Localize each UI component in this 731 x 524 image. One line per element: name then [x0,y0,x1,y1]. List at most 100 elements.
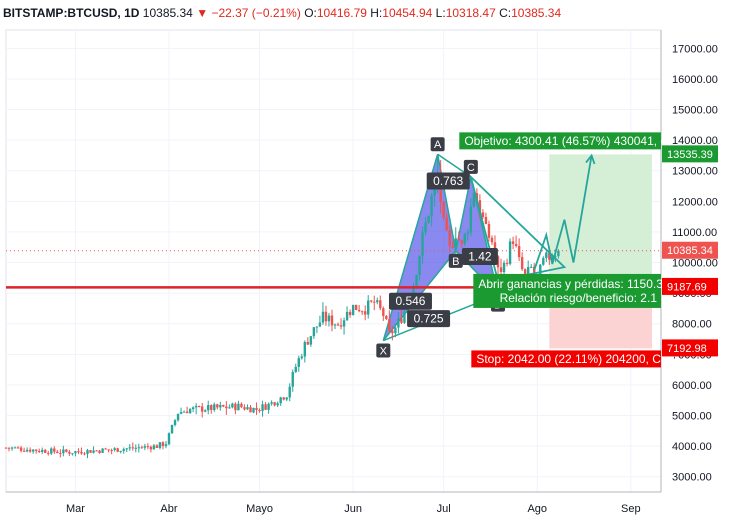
candle-body [116,448,119,452]
candle-body [306,342,310,345]
candle-body [231,403,234,408]
candle-body [442,201,445,218]
candle-body [418,256,421,276]
candle-body [95,450,98,452]
candle-body [164,444,168,447]
candle-body [291,371,294,387]
candle-body [523,269,527,275]
y-tick-label: 16000.00 [672,74,718,86]
candle-body [161,442,165,447]
candle-body [200,406,204,412]
candle-body [297,358,300,367]
target-box-text: Objetivo: 4300.41 (46.57%) 430041, ca [464,134,673,148]
candle-body [463,233,467,244]
candle-body [533,266,536,275]
candle-body [376,300,379,303]
candle-body [430,195,433,217]
badge-current-price: 10385.34 [667,245,713,257]
chart-header: BITSTAMP:BTCUSD, 1D 10385.34 ▼ −22.37 (−… [3,6,561,20]
y-tick-label: 6000.00 [672,380,712,392]
y-tick-label: 10000.00 [672,258,718,270]
candle-body [330,315,334,326]
candle-body [264,404,267,410]
candle-body [237,403,240,411]
x-tick-label: Ago [527,503,547,515]
projection-path [533,155,593,271]
candle-body [98,450,101,453]
candle-body [499,267,503,273]
candle-body [167,433,171,445]
candle-body [92,450,95,453]
candle-body [243,407,246,410]
candle-body [400,318,403,323]
candle-body [545,252,548,259]
candle-body [179,412,183,414]
position-zones [549,154,652,349]
y-tick-label: 3000.00 [672,472,712,484]
candle-body [324,311,328,322]
target-box-text-bg [459,132,661,150]
candle-body [152,445,156,450]
candle-body [321,311,325,323]
pattern-point-a: A [434,139,442,151]
candle-body [427,216,430,223]
badge-target-price-bg [662,145,718,163]
close-label: C: [499,6,512,20]
candle-body [210,405,213,410]
candle-body [403,311,406,323]
candle-body [466,232,470,234]
last-price: 10385.34 [142,6,193,20]
candle-body [421,232,424,257]
candle-body [38,450,41,452]
candle-body [22,450,26,452]
candle-body [107,449,110,451]
candle-body [348,311,352,315]
candle-body [110,450,113,452]
candle-body [170,424,174,434]
candle-body [303,342,307,357]
candle-body [222,405,225,407]
candle-body [219,405,222,408]
candle-body [13,447,17,449]
candle-body [502,262,506,273]
candle-body [194,405,198,408]
candle-body [50,448,53,454]
y-tick-label: 12000.00 [672,196,718,208]
candle-body [204,410,207,412]
candle-body [10,447,14,449]
candle-body [59,452,62,454]
candle-body [388,318,391,331]
low-value: 10318.47 [445,6,496,20]
candle-body [370,300,373,302]
candle-body [394,327,397,334]
candle-body [86,450,89,454]
candle-body [339,325,343,327]
candle-body [246,407,249,410]
x-tick-label: Jun [344,503,362,515]
candle-body [478,200,482,213]
down-triangle-icon: ▼ [196,6,209,20]
candle-body [424,222,427,233]
candle-body [345,311,349,321]
badge-stop-price-bg [662,339,718,357]
candle-body [312,327,316,337]
candle-body [158,442,162,448]
candle-body [213,404,216,410]
candle-body [197,405,201,407]
candle-body [279,397,282,404]
candle-body [207,405,210,411]
pattern-ratio-label: 0.763 [433,174,463,188]
pattern-ratio-label-bg [407,310,451,328]
candle-body [327,315,331,322]
candle-body [530,266,533,268]
y-tick-label: 15000.00 [672,105,718,117]
candle-body [137,447,141,449]
candle-body [472,193,476,207]
pattern-ratio-label-bg [461,248,498,266]
y-tick-label: 8000.00 [672,319,712,331]
arrow-head-icon [585,153,596,165]
candle-body [445,217,448,231]
pattern-point-b-bg [448,253,463,268]
target-zone [549,154,652,286]
